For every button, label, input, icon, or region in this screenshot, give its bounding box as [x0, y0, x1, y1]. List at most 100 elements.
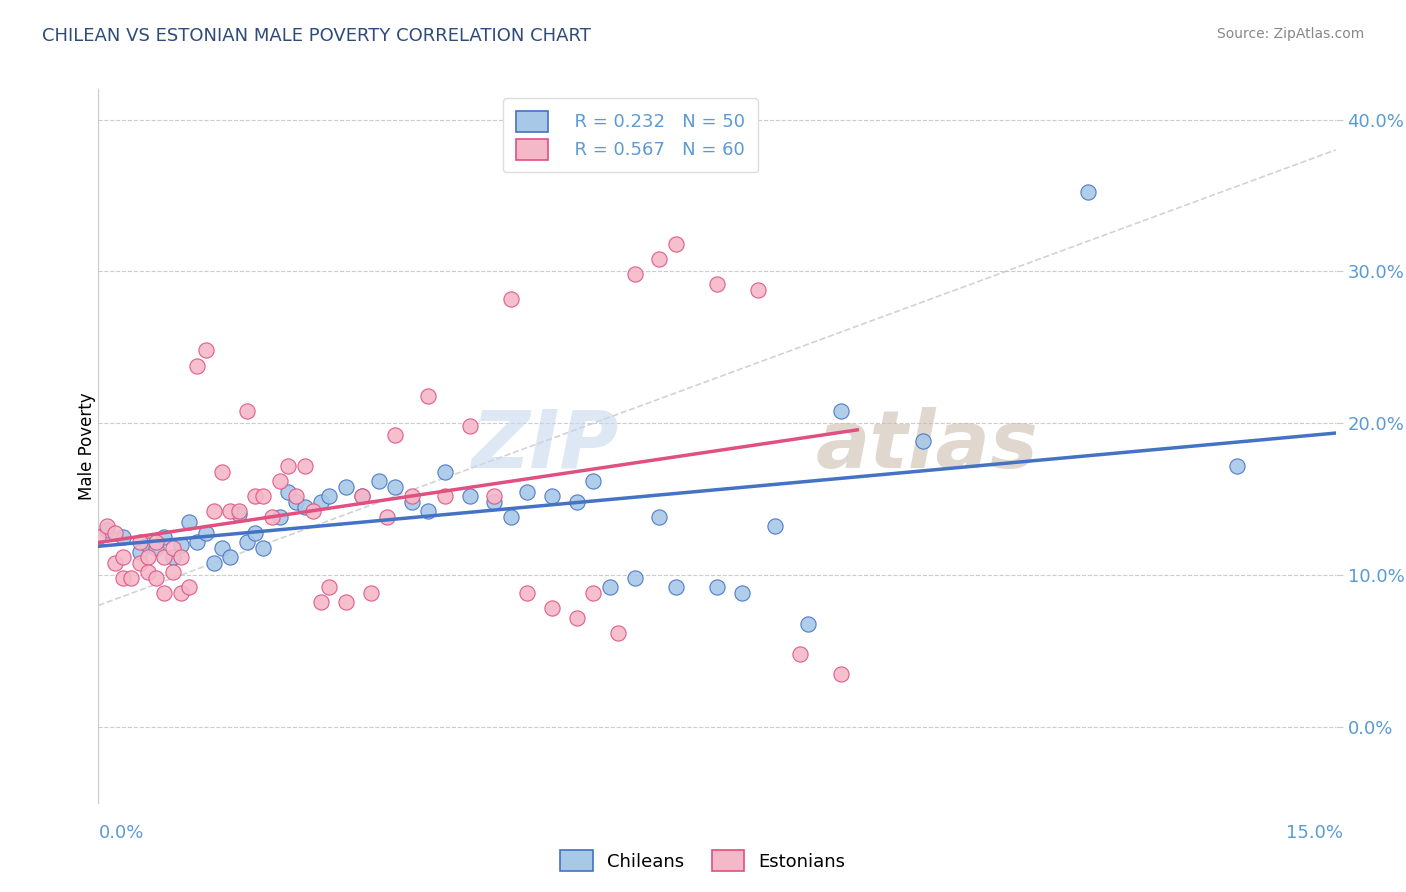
Point	[565, 495, 588, 509]
Point	[433, 489, 456, 503]
Point	[763, 519, 786, 533]
Point	[170, 538, 193, 552]
Point	[747, 283, 769, 297]
Point	[252, 541, 274, 555]
Point	[194, 343, 217, 358]
Point	[236, 534, 259, 549]
Point	[418, 504, 440, 518]
Point	[731, 586, 754, 600]
Point	[211, 541, 233, 555]
Text: Source: ZipAtlas.com: Source: ZipAtlas.com	[1216, 27, 1364, 41]
Point	[623, 268, 645, 282]
Point	[599, 580, 621, 594]
Point	[541, 489, 564, 503]
Point	[294, 458, 316, 473]
Point	[401, 495, 423, 509]
Legend: Chileans, Estonians: Chileans, Estonians	[553, 843, 853, 879]
Point	[87, 530, 110, 544]
Point	[128, 545, 150, 559]
Point	[516, 484, 538, 499]
Point	[219, 549, 242, 564]
Point	[252, 489, 274, 503]
Point	[202, 504, 225, 518]
Point	[830, 666, 852, 681]
Text: CHILEAN VS ESTONIAN MALE POVERTY CORRELATION CHART: CHILEAN VS ESTONIAN MALE POVERTY CORRELA…	[42, 27, 591, 45]
Point	[541, 601, 564, 615]
Point	[145, 541, 167, 555]
Point	[830, 404, 852, 418]
Point	[665, 580, 688, 594]
Point	[375, 510, 398, 524]
Point	[384, 428, 406, 442]
Point	[236, 404, 259, 418]
Point	[367, 474, 389, 488]
Point	[170, 586, 193, 600]
Legend:   R = 0.232   N = 50,   R = 0.567   N = 60: R = 0.232 N = 50, R = 0.567 N = 60	[503, 98, 758, 172]
Point	[112, 549, 135, 564]
Text: 0.0%: 0.0%	[98, 824, 143, 842]
Point	[352, 489, 374, 503]
Point	[112, 571, 135, 585]
Point	[648, 510, 671, 524]
Point	[179, 515, 201, 529]
Point	[162, 565, 184, 579]
Point	[665, 237, 688, 252]
Point	[360, 586, 382, 600]
Point	[706, 580, 728, 594]
Point	[706, 277, 728, 291]
Y-axis label: Male Poverty: Male Poverty	[79, 392, 96, 500]
Point	[96, 523, 118, 537]
Point	[582, 586, 605, 600]
Point	[202, 556, 225, 570]
Point	[285, 495, 308, 509]
Point	[153, 530, 176, 544]
Point	[153, 586, 176, 600]
Point	[607, 625, 630, 640]
Point	[318, 580, 340, 594]
Point	[565, 610, 588, 624]
Point	[162, 549, 184, 564]
Point	[384, 480, 406, 494]
Text: 15.0%: 15.0%	[1285, 824, 1343, 842]
Point	[912, 434, 935, 449]
Point	[499, 510, 522, 524]
Point	[194, 525, 217, 540]
Point	[211, 465, 233, 479]
Point	[260, 510, 283, 524]
Point	[136, 565, 159, 579]
Text: atlas: atlas	[815, 407, 1039, 485]
Point	[104, 525, 127, 540]
Point	[1077, 186, 1099, 200]
Point	[458, 419, 481, 434]
Point	[277, 458, 299, 473]
Point	[648, 252, 671, 267]
Point	[136, 549, 159, 564]
Point	[136, 538, 159, 552]
Point	[228, 504, 250, 518]
Point	[128, 534, 150, 549]
Point	[484, 489, 506, 503]
Point	[186, 359, 208, 373]
Point	[401, 489, 423, 503]
Point	[219, 504, 242, 518]
Point	[186, 534, 208, 549]
Point	[145, 534, 167, 549]
Text: ZIP: ZIP	[471, 407, 619, 485]
Point	[484, 495, 506, 509]
Point	[269, 474, 291, 488]
Point	[112, 530, 135, 544]
Point	[499, 292, 522, 306]
Point	[104, 556, 127, 570]
Point	[170, 549, 193, 564]
Point	[516, 586, 538, 600]
Point	[162, 541, 184, 555]
Point	[294, 500, 316, 514]
Point	[335, 480, 357, 494]
Point	[179, 580, 201, 594]
Point	[623, 571, 645, 585]
Point	[269, 510, 291, 524]
Point	[789, 647, 811, 661]
Point	[309, 495, 332, 509]
Point	[309, 595, 332, 609]
Point	[243, 489, 266, 503]
